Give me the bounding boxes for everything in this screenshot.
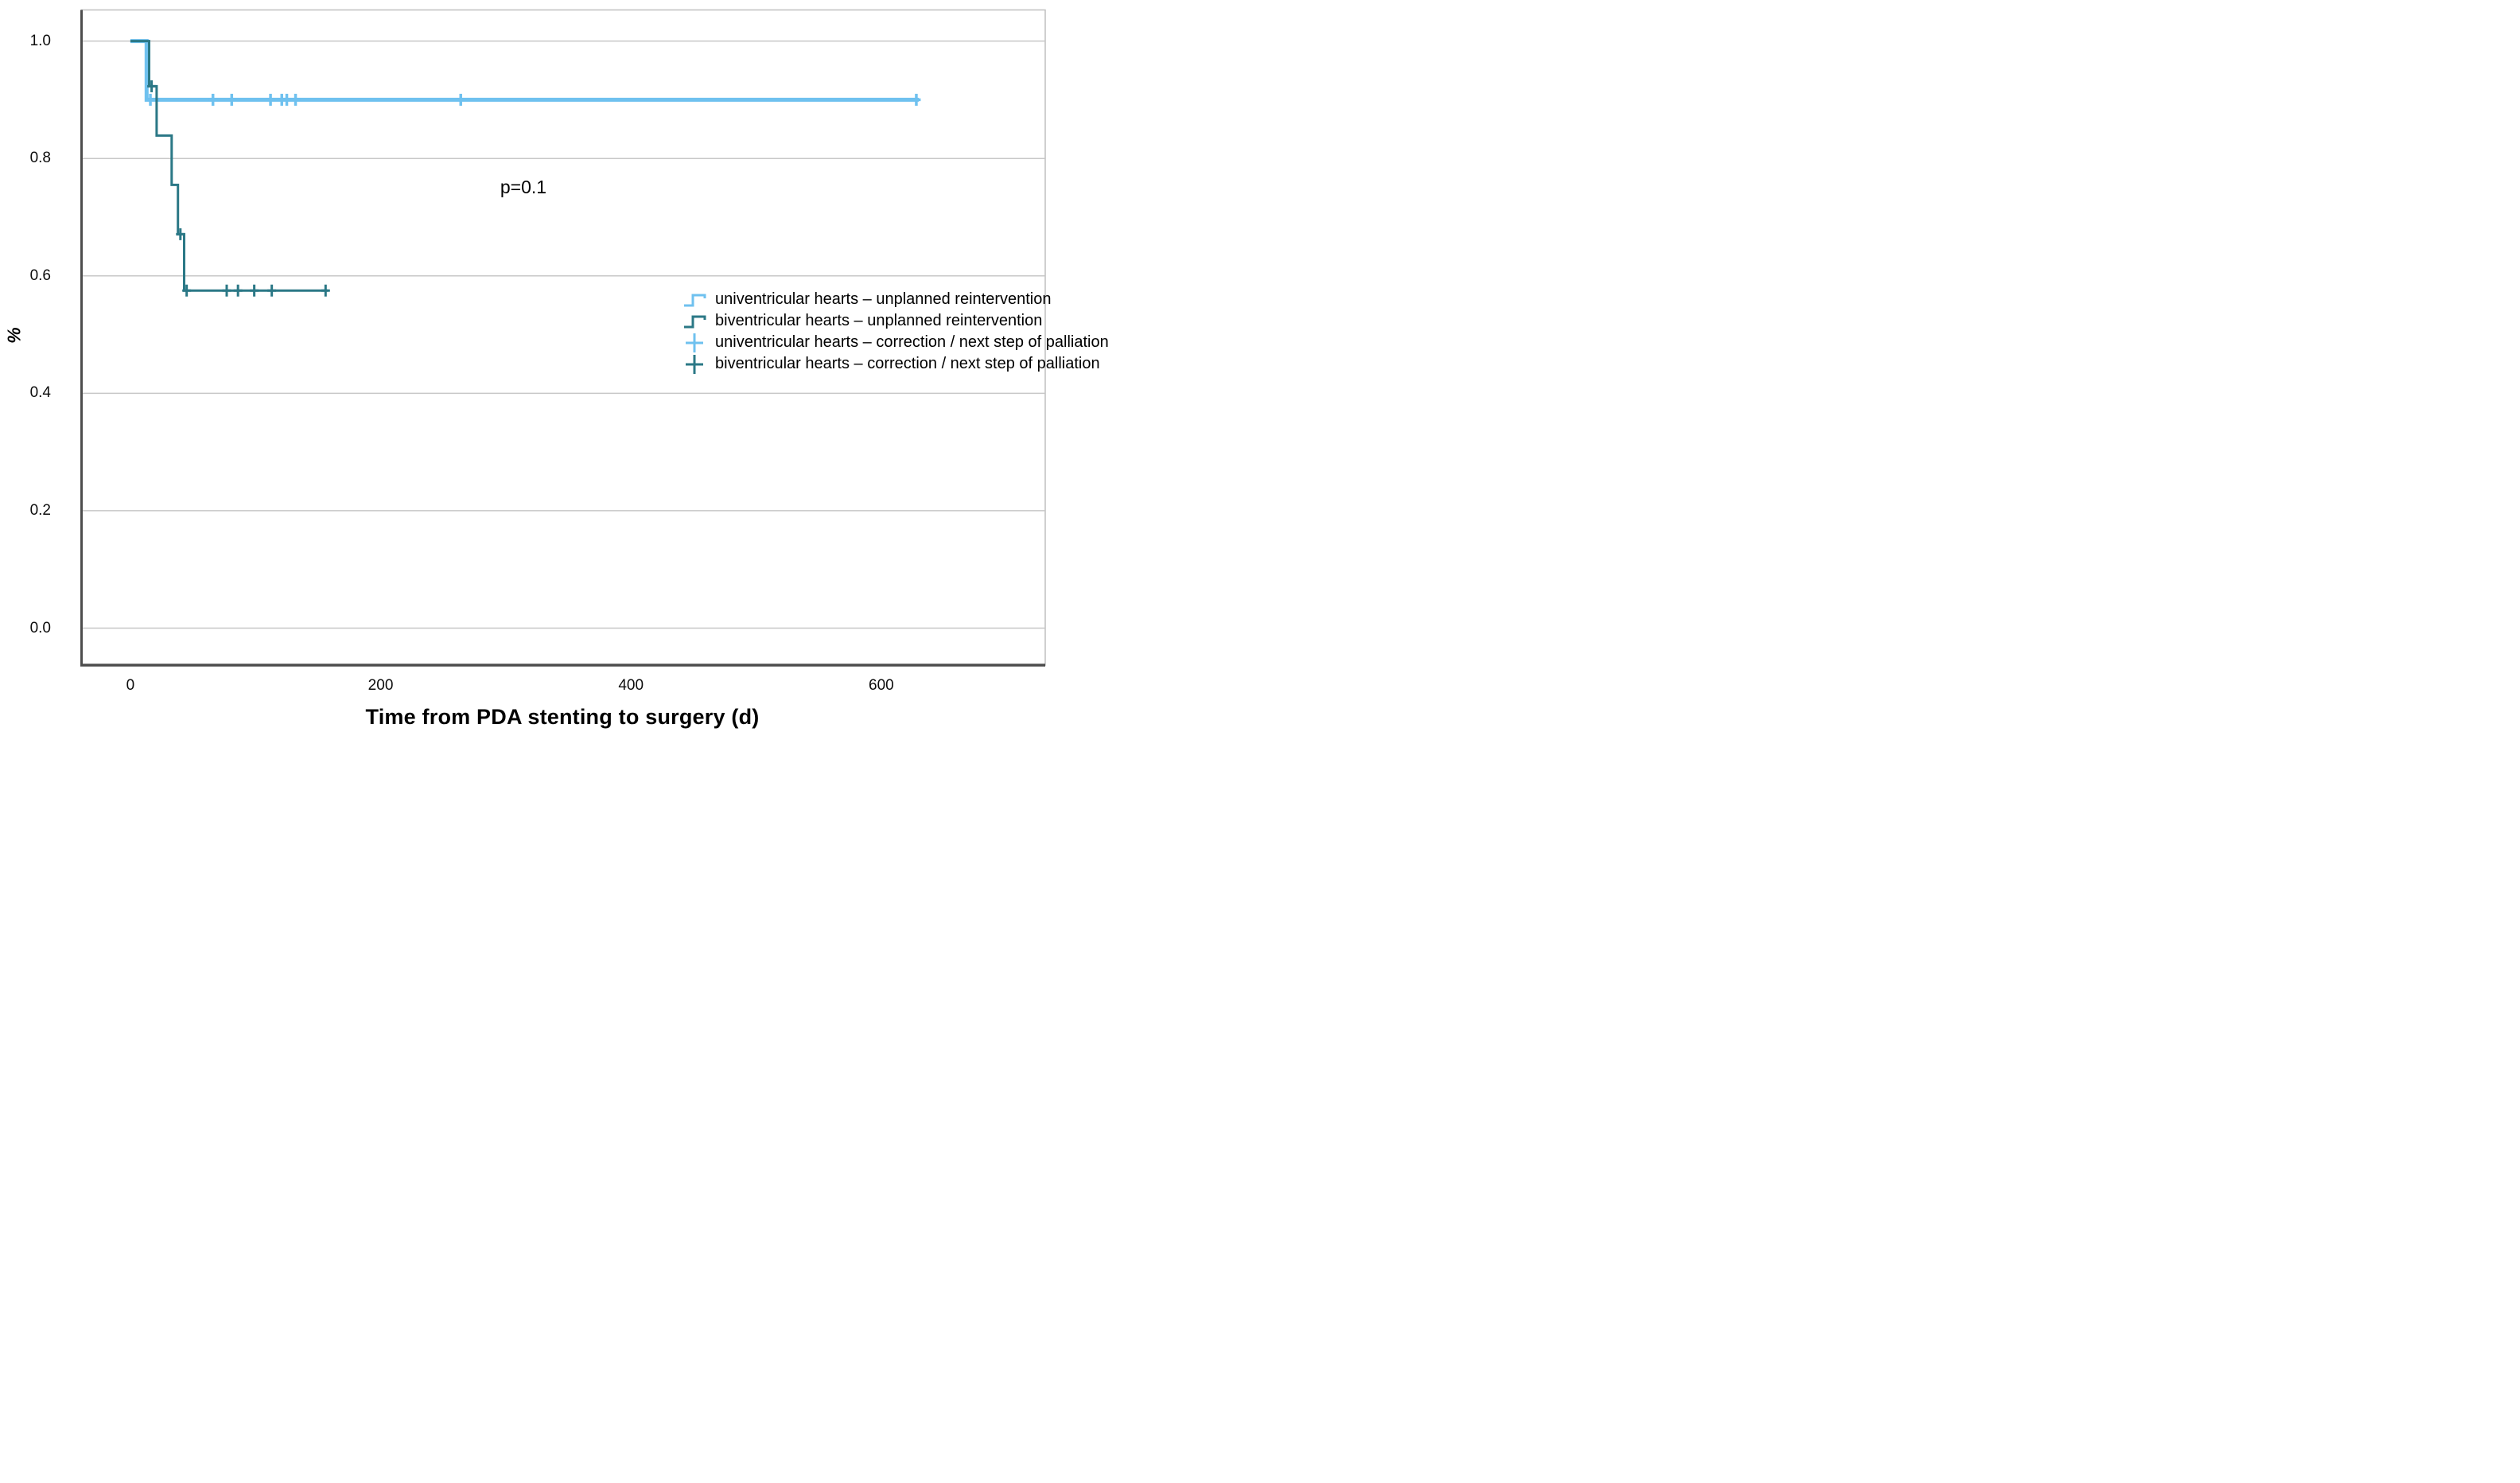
- y-tick-label: 0.6: [29, 267, 51, 284]
- x-tick-label: 0: [126, 677, 135, 694]
- legend-item: biventricular hearts – unplanned reinter…: [682, 310, 1109, 332]
- x-axis-title: Time from PDA stenting to surgery (d): [365, 705, 760, 729]
- p-value-annotation: p=0.1: [500, 177, 547, 197]
- plot-area: [80, 9, 1046, 667]
- legend-item: biventricular hearts – correction / next…: [682, 353, 1109, 375]
- y-tick-label: 0.0: [29, 619, 51, 636]
- legend-item: univentricular hearts – unplanned reinte…: [682, 289, 1109, 310]
- survival-curve: [130, 40, 329, 292]
- y-tick-label: 0.2: [29, 501, 51, 519]
- legend-label: biventricular hearts – unplanned reinter…: [715, 312, 1043, 329]
- x-tick-label: 200: [368, 677, 394, 694]
- km-survival-chart: % Time from PDA stenting to surgery (d) …: [0, 0, 1260, 742]
- x-tick-label: 600: [869, 677, 894, 694]
- y-tick-label: 0.4: [29, 384, 51, 402]
- x-tick-label: 400: [618, 677, 644, 694]
- legend-item: univentricular hearts – correction / nex…: [682, 332, 1109, 353]
- step-line-symbol: [684, 294, 706, 306]
- legend-label: univentricular hearts – unplanned reinte…: [715, 290, 1052, 308]
- plus-censor-symbol: [686, 354, 703, 374]
- step-line-symbol: [684, 315, 706, 328]
- y-tick-label: 0.8: [29, 150, 51, 167]
- legend-label: biventricular hearts – correction / next…: [715, 355, 1100, 372]
- plus-censor-symbol: [686, 333, 703, 352]
- y-tick-label: 1.0: [29, 32, 51, 49]
- y-axis-title: %: [3, 327, 25, 344]
- survival-curve: [130, 39, 920, 102]
- legend-label: univentricular hearts – correction / nex…: [715, 333, 1109, 351]
- legend: univentricular hearts – unplanned reinte…: [682, 289, 1109, 375]
